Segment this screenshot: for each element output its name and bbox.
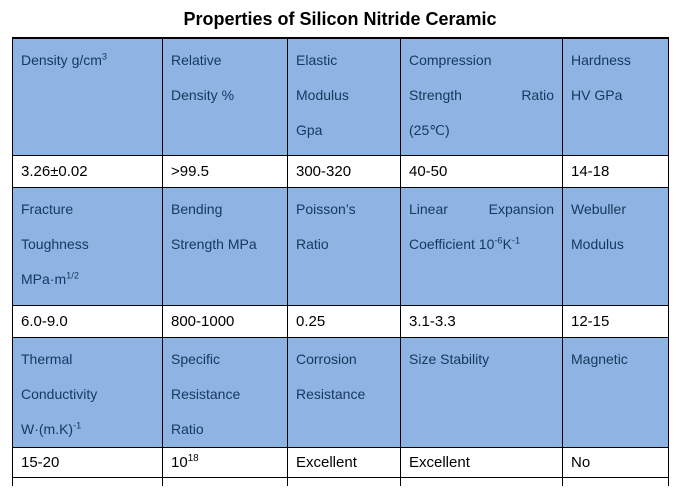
text-line: Ratio	[171, 420, 204, 437]
cell-bending-strength-header: Bending Strength MPa	[162, 186, 288, 306]
stub-cell	[12, 476, 163, 486]
cell-bending-strength-value: 800-1000	[162, 304, 288, 338]
expansion-word-expansion: Expansion	[488, 200, 554, 217]
cell-webuller-modulus-header: Webuller Modulus	[562, 186, 669, 306]
cell-linear-expansion-header: Linear Expansion Coefficient 10-6K-1	[400, 186, 563, 306]
header-row-1: Density g/cm3 Relative Density % Elastic…	[12, 37, 669, 156]
stub-cell	[287, 476, 401, 486]
header-row-2: Fracture Toughness MPa·m1/2 Bending Stre…	[12, 186, 669, 306]
text-line: Magnetic	[571, 350, 628, 367]
coefficient-superscript-2: -1	[511, 234, 521, 245]
cell-specific-resistance-value: 1018	[162, 446, 288, 478]
text-line: W·(m.K)-1	[21, 412, 154, 447]
text-line: Size Stability	[409, 350, 490, 367]
density-label: Density g/cm	[21, 52, 102, 68]
text-line: Strength Ratio	[409, 78, 554, 113]
cell-poissons-ratio-header: Poisson’s Ratio	[287, 186, 401, 306]
toughness-unit-superscript: 1/2	[66, 269, 79, 280]
cell-corrosion-resistance-value: Excellent	[287, 446, 401, 478]
text-line: Specific	[171, 350, 221, 367]
coefficient-base: Coefficient 10	[409, 235, 495, 252]
cell-specific-resistance-header: Specific Resistance Ratio	[162, 336, 288, 448]
cell-linear-expansion-value: 3.1-3.3	[400, 304, 563, 338]
cell-size-stability-value: Excellent	[400, 446, 563, 478]
cell-magnetic-value: No	[562, 446, 669, 478]
cell-poissons-ratio-value: 0.25	[287, 304, 401, 338]
cell-density-value: 3.26±0.02	[12, 154, 163, 188]
stub-cell	[562, 476, 669, 486]
header-row-3: Thermal Conductivity W·(m.K)-1 Specific …	[12, 336, 669, 448]
text-line: Thermal	[21, 350, 73, 367]
text-line: Relative	[171, 52, 222, 68]
text-line: Fracture	[21, 200, 74, 217]
text-line: MPa·m1/2	[21, 262, 154, 297]
cell-hardness-header: Hardness HV GPa	[562, 37, 669, 156]
cell-relative-density-value: >99.5	[162, 154, 288, 188]
text-line: Modulus	[571, 235, 624, 252]
text-line: Strength MPa	[171, 235, 257, 252]
text-line: Compression	[409, 52, 492, 68]
cell-density-header: Density g/cm3	[12, 37, 163, 156]
text-line: Linear Expansion	[409, 192, 554, 227]
conductivity-unit: W·(m.K)	[21, 420, 74, 437]
text-line: Bending	[171, 200, 223, 217]
cell-webuller-modulus-value: 12-15	[562, 304, 669, 338]
cell-size-stability-header: Size Stability	[400, 336, 563, 448]
stub-cell	[162, 476, 288, 486]
expansion-word-linear: Linear	[409, 200, 448, 217]
text-line: Ratio	[296, 235, 329, 252]
value-row-3: 15-20 1018 Excellent Excellent No	[12, 446, 669, 478]
toughness-unit: MPa·m	[21, 270, 67, 287]
text-line: Hardness	[571, 52, 631, 68]
text-line: Webuller	[571, 200, 626, 217]
text-line: Coefficient 10-6K-1	[409, 227, 554, 262]
conductivity-unit-superscript: -1	[73, 419, 82, 430]
cell-corrosion-resistance-header: Corrosion Resistance	[287, 336, 401, 448]
cell-fracture-toughness-header: Fracture Toughness MPa·m1/2	[12, 186, 163, 306]
cell-thermal-conductivity-header: Thermal Conductivity W·(m.K)-1	[12, 336, 163, 448]
text-line: Elastic	[296, 52, 338, 68]
properties-table: Density g/cm3 Relative Density % Elastic…	[12, 37, 669, 486]
compression-word-ratio: Ratio	[521, 87, 554, 103]
cell-compression-strength-value: 40-50	[400, 154, 563, 188]
cell-relative-density-header: Relative Density %	[162, 37, 288, 156]
cell-hardness-value: 14-18	[562, 154, 669, 188]
value-row-1: 3.26±0.02 >99.5 300-320 40-50 14-18	[12, 154, 669, 188]
text-line: Density g/cm3	[21, 43, 154, 78]
text-line: Density %	[171, 87, 235, 103]
text-line: Resistance	[296, 385, 366, 402]
stub-cell	[400, 476, 563, 486]
cell-elastic-modulus-value: 300-320	[287, 154, 401, 188]
text-line: HV GPa	[571, 87, 623, 103]
density-superscript: 3	[101, 51, 108, 62]
cell-magnetic-header: Magnetic	[562, 336, 669, 448]
coefficient-kelvin: K	[502, 235, 512, 252]
text-line: Modulus	[296, 87, 349, 103]
value-row-2: 6.0-9.0 800-1000 0.25 3.1-3.3 12-15	[12, 304, 669, 338]
text-line: Conductivity	[21, 385, 98, 402]
text-line: Toughness	[21, 235, 89, 252]
cell-elastic-modulus-header: Elastic Modulus Gpa	[287, 37, 401, 156]
cropped-partial-row	[12, 476, 669, 486]
text-line: Poisson’s	[296, 200, 356, 217]
text-line: Resistance	[171, 385, 241, 402]
resistance-base: 10	[171, 453, 188, 471]
cell-thermal-conductivity-value: 15-20	[12, 446, 163, 478]
text-line: (25℃)	[409, 122, 450, 138]
text-line: Corrosion	[296, 350, 357, 367]
text-line: Gpa	[296, 122, 323, 138]
resistance-superscript: 18	[187, 452, 199, 464]
compression-word-strength: Strength	[409, 87, 462, 103]
cell-compression-strength-header: Compression Strength Ratio (25℃)	[400, 37, 563, 156]
cell-fracture-toughness-value: 6.0-9.0	[12, 304, 163, 338]
coefficient-superscript-1: -6	[494, 234, 503, 245]
page-title: Properties of Silicon Nitride Ceramic	[183, 9, 497, 29]
